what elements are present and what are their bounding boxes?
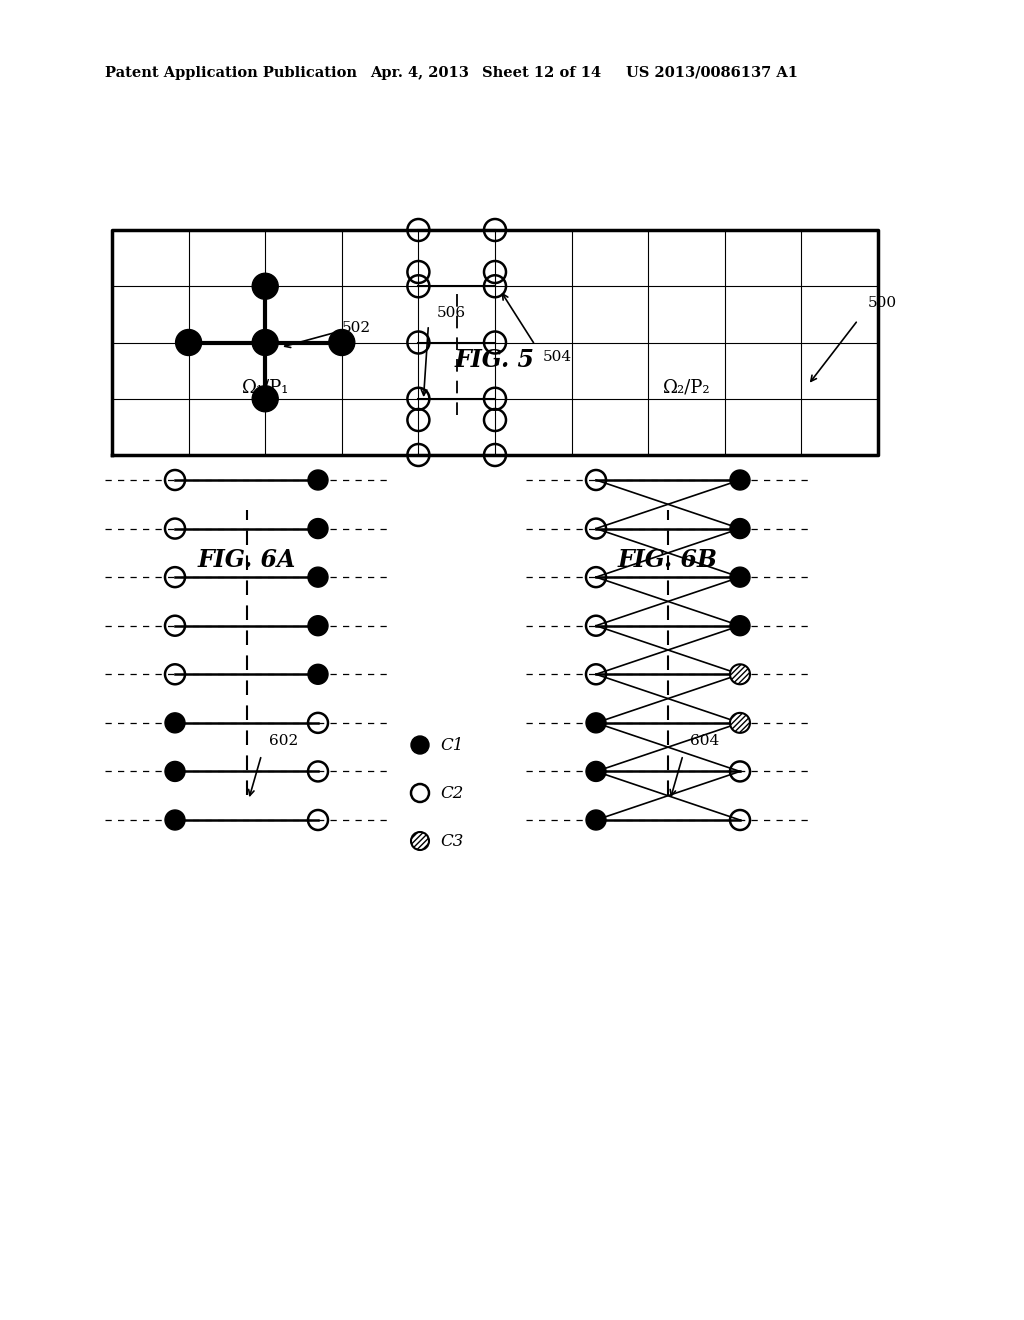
Text: Ω₂/P₂: Ω₂/P₂	[663, 378, 711, 396]
Circle shape	[165, 810, 185, 830]
Circle shape	[252, 330, 279, 355]
Circle shape	[730, 713, 750, 733]
Text: FIG. 6A: FIG. 6A	[198, 548, 296, 572]
Circle shape	[165, 762, 185, 781]
Text: 506: 506	[436, 306, 466, 319]
Circle shape	[329, 330, 354, 355]
Text: FIG. 5: FIG. 5	[455, 348, 535, 372]
Text: Sheet 12 of 14: Sheet 12 of 14	[482, 66, 601, 81]
Text: C3: C3	[440, 833, 464, 850]
Circle shape	[730, 615, 750, 636]
Circle shape	[730, 470, 750, 490]
Circle shape	[586, 713, 606, 733]
Text: 604: 604	[690, 734, 719, 748]
Text: 602: 602	[268, 734, 298, 748]
Circle shape	[730, 568, 750, 587]
Text: US 2013/0086137 A1: US 2013/0086137 A1	[626, 66, 798, 81]
Circle shape	[252, 273, 279, 300]
Circle shape	[586, 762, 606, 781]
Circle shape	[308, 615, 328, 636]
Circle shape	[165, 713, 185, 733]
Text: 500: 500	[868, 296, 897, 310]
Text: C1: C1	[440, 737, 464, 754]
Circle shape	[308, 568, 328, 587]
Text: Patent Application Publication: Patent Application Publication	[105, 66, 357, 81]
Circle shape	[175, 330, 202, 355]
Text: Apr. 4, 2013: Apr. 4, 2013	[370, 66, 469, 81]
Circle shape	[252, 385, 279, 412]
Circle shape	[308, 664, 328, 684]
Circle shape	[411, 832, 429, 850]
Circle shape	[586, 810, 606, 830]
Circle shape	[730, 664, 750, 684]
Text: FIG. 6B: FIG. 6B	[618, 548, 718, 572]
Circle shape	[308, 519, 328, 539]
Text: C2: C2	[440, 784, 464, 801]
Text: 504: 504	[543, 350, 572, 364]
Text: Ω₁/P₁: Ω₁/P₁	[242, 378, 289, 396]
Circle shape	[411, 737, 429, 754]
Circle shape	[730, 519, 750, 539]
Circle shape	[308, 470, 328, 490]
Text: 502: 502	[342, 321, 372, 334]
